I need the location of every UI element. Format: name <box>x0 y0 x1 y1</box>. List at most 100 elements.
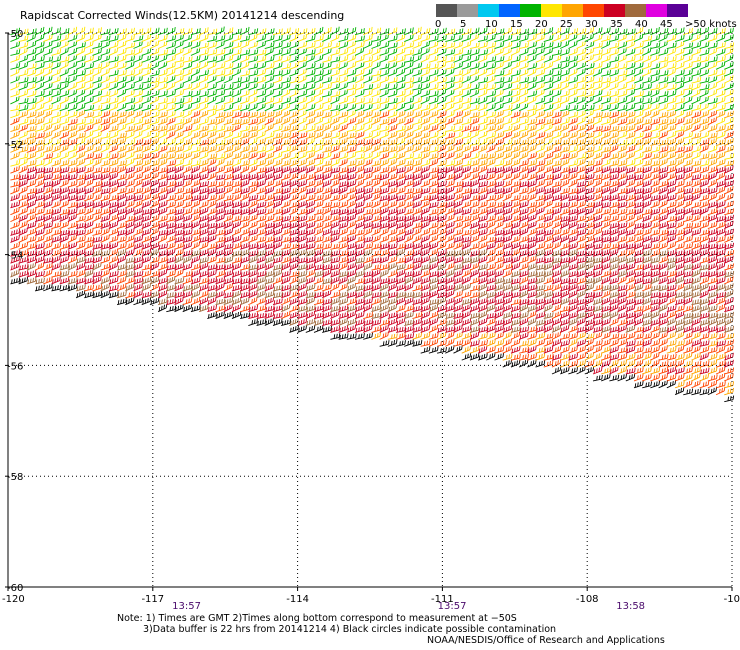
barb-staff <box>198 38 208 43</box>
wind-barb <box>182 75 193 84</box>
barb-feather <box>38 209 40 214</box>
barb-feather <box>161 244 163 249</box>
barb-staff <box>207 157 217 160</box>
barb-feather <box>166 180 168 185</box>
barb-feather <box>13 188 15 193</box>
barb-feather <box>183 230 185 236</box>
wind-barb <box>190 103 201 112</box>
barb-feather <box>210 298 212 304</box>
barb-feather <box>215 118 218 123</box>
barb-feather <box>215 35 218 40</box>
barb-staff <box>133 87 143 91</box>
barb-feather <box>155 291 158 296</box>
barb-staff <box>157 44 167 49</box>
barb-feather <box>190 290 193 295</box>
barb-feather <box>51 262 53 268</box>
barb-feather <box>109 272 112 277</box>
wind-barb <box>34 187 45 195</box>
barb-feather <box>139 90 141 95</box>
barb-feather <box>24 235 26 240</box>
barb-staff <box>182 87 192 91</box>
barb-feather <box>155 263 157 268</box>
barb-feather <box>84 132 86 137</box>
barb-feather <box>204 146 207 151</box>
wind-barb <box>100 54 111 63</box>
barb-feather <box>67 270 70 275</box>
wind-barb <box>10 130 20 139</box>
barb-feather <box>171 242 174 248</box>
barb-feather <box>59 166 62 172</box>
barb-staff <box>43 93 52 98</box>
barb-feather <box>223 83 226 89</box>
barb-feather <box>35 230 38 236</box>
barb-staff <box>149 274 159 278</box>
wind-barb <box>43 173 53 181</box>
barb-feather <box>84 293 87 298</box>
wind-barb <box>108 241 119 250</box>
barb-feather <box>90 153 92 158</box>
barb-staff <box>43 44 52 49</box>
barb-feather <box>204 62 206 67</box>
barb-feather <box>142 223 144 229</box>
barb-feather <box>109 28 111 33</box>
barb-feather <box>142 293 144 298</box>
barb-staff <box>108 86 118 91</box>
barb-feather <box>133 179 135 185</box>
wind-barb <box>182 116 193 126</box>
barb-feather <box>122 49 125 54</box>
wind-barb <box>116 263 127 271</box>
barb-feather <box>212 159 215 164</box>
barb-feather <box>199 55 201 60</box>
barb-staff <box>100 163 110 167</box>
barb-feather <box>196 187 198 192</box>
barb-feather <box>117 203 120 208</box>
wind-barb <box>158 229 168 236</box>
barb-feather <box>120 237 122 242</box>
wind-barb <box>34 249 45 257</box>
wind-barb <box>125 166 135 174</box>
barb-feather <box>141 277 144 282</box>
barb-feather <box>198 124 201 129</box>
barb-feather <box>130 207 133 213</box>
wind-barb <box>141 33 152 43</box>
barb-feather <box>32 201 34 206</box>
wind-barb <box>43 40 53 49</box>
wind-barb <box>26 221 37 229</box>
wind-barb <box>67 194 78 202</box>
wind-barb <box>75 248 86 257</box>
barb-staff <box>18 189 27 195</box>
barb-feather <box>92 152 95 158</box>
barb-staff <box>43 30 52 36</box>
barb-staff <box>141 86 151 91</box>
barb-feather <box>34 145 37 150</box>
wind-barb <box>92 54 102 63</box>
barb-feather <box>180 111 182 117</box>
barb-feather <box>139 166 141 171</box>
barb-feather <box>19 230 21 236</box>
barb-feather <box>73 194 76 200</box>
wind-barb <box>166 103 176 112</box>
barb-staff <box>34 113 44 119</box>
barb-feather <box>199 97 201 102</box>
wind-barb <box>18 220 28 229</box>
barb-feather <box>223 26 225 31</box>
wind-barb <box>84 158 94 167</box>
barb-feather <box>207 277 209 282</box>
barb-feather <box>114 28 117 33</box>
barb-feather <box>67 28 70 33</box>
barb-staff <box>10 79 19 84</box>
barb-staff <box>67 107 77 112</box>
barb-staff <box>157 141 167 146</box>
barb-feather <box>183 223 185 229</box>
barb-feather <box>196 250 199 255</box>
barb-feather <box>117 293 120 298</box>
barb-feather <box>62 209 65 214</box>
barb-feather <box>57 174 59 179</box>
wind-barb <box>157 215 168 223</box>
wind-barb <box>59 166 70 174</box>
barb-feather <box>223 207 226 212</box>
wind-barb <box>182 83 193 91</box>
barb-staff <box>207 93 217 98</box>
wind-barb <box>141 235 152 243</box>
barb-feather <box>108 103 111 109</box>
